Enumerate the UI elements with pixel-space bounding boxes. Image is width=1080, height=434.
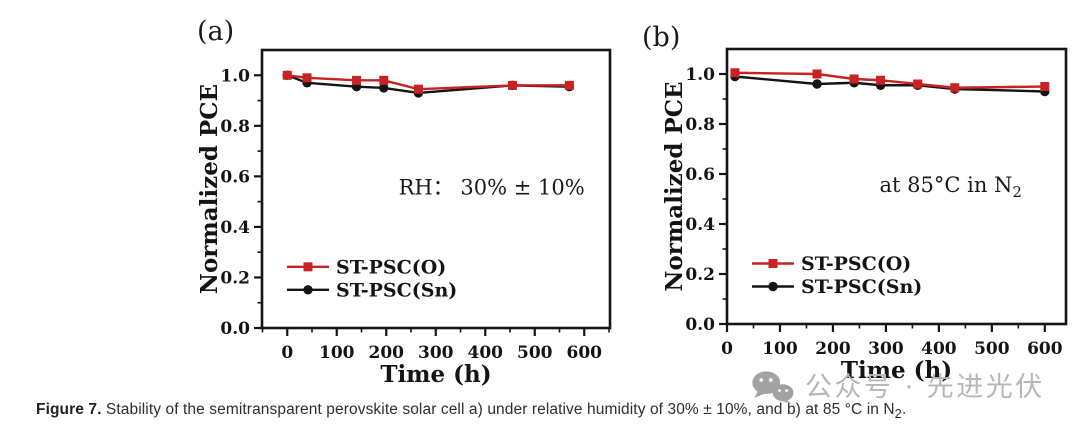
series-ST-PSC(Sn) bbox=[282, 70, 575, 98]
series-ST-PSC(O) bbox=[282, 70, 574, 94]
x-tick-label: 200 bbox=[815, 339, 851, 359]
x-tick-label: 0 bbox=[721, 339, 733, 359]
square-marker bbox=[413, 84, 423, 94]
caption-text: Stability of the semitransparent perovsk… bbox=[101, 401, 895, 418]
chart-panel-b: (b) 0 100 200 300 400 500 600 0.0 0.2 0.4 0.6 0.8 1.… bbox=[630, 8, 1080, 390]
x-tick-label: 400 bbox=[468, 343, 504, 363]
y-tick-label: 0.6 bbox=[685, 165, 715, 185]
y-axis-ticks: 0.0 0.2 0.4 0.6 0.8 1.0 bbox=[220, 66, 262, 339]
caption-period: . bbox=[901, 401, 907, 418]
series-line bbox=[734, 75, 1045, 93]
y-tick-label: 0.4 bbox=[685, 215, 715, 235]
square-marker bbox=[876, 75, 886, 85]
square-marker bbox=[282, 70, 292, 80]
series-ST-PSC(Sn) bbox=[730, 71, 1050, 97]
y-tick-label: 0.6 bbox=[220, 167, 250, 187]
square-marker bbox=[950, 83, 960, 93]
watermark: 公众号 · 先进光伏 bbox=[748, 369, 1045, 405]
circle-marker bbox=[812, 79, 822, 89]
square-marker bbox=[564, 80, 574, 90]
legend-label: ST-PSC(Sn) bbox=[801, 276, 922, 298]
plot-frame bbox=[725, 47, 1068, 326]
condition-annotation: at 85°C in N2 bbox=[880, 173, 1022, 201]
y-axis-title: Normalized PCE bbox=[661, 81, 688, 291]
square-marker bbox=[1040, 82, 1050, 91]
y-tick-label: 0.8 bbox=[685, 115, 715, 135]
square-marker bbox=[730, 68, 740, 78]
y-tick-label: 0.2 bbox=[220, 268, 250, 288]
y-tick-label: 0.4 bbox=[220, 218, 250, 238]
x-tick-label: 300 bbox=[418, 343, 454, 363]
y-tick-label: 0.2 bbox=[685, 265, 715, 285]
chart-a-svg: 0 100 200 300 400 500 600 0.0 0.2 0.4 0.6 0.8 1.0 ST-… bbox=[196, 48, 612, 388]
y-tick-label: 0.0 bbox=[685, 315, 715, 335]
x-tick-label: 0 bbox=[281, 343, 293, 363]
legend-label: ST-PSC(Sn) bbox=[336, 279, 457, 301]
legend-label: ST-PSC(O) bbox=[336, 256, 446, 278]
x-tick-label: 200 bbox=[369, 343, 405, 363]
condition-annotation: RH： 30% ± 10% bbox=[399, 176, 585, 200]
legend: ST-PSC(O)ST-PSC(Sn) bbox=[287, 256, 457, 301]
caption-subscript: 2 bbox=[894, 406, 902, 422]
x-axis-title: Time (h) bbox=[380, 361, 491, 388]
square-marker bbox=[352, 75, 362, 85]
legend-label: ST-PSC(O) bbox=[801, 253, 911, 275]
x-tick-label: 100 bbox=[762, 339, 798, 359]
wechat-icon bbox=[752, 371, 794, 405]
series-ST-PSC(O) bbox=[730, 68, 1050, 93]
chart-panel-a: (a) 0 100 200 300 400 500 600 0.0 0.2 0.4 0.6 0.8 1.… bbox=[180, 8, 630, 390]
square-marker bbox=[849, 74, 859, 84]
square-marker bbox=[302, 73, 312, 83]
square-marker bbox=[507, 80, 517, 90]
legend: ST-PSC(O)ST-PSC(Sn) bbox=[752, 253, 922, 298]
x-tick-label: 400 bbox=[921, 339, 957, 359]
x-tick-label: 300 bbox=[868, 339, 904, 359]
y-axis-ticks: 0.0 0.2 0.4 0.6 0.8 1.0 bbox=[685, 65, 727, 335]
panel-label-b: (b) bbox=[642, 22, 681, 53]
x-tick-label: 500 bbox=[974, 339, 1010, 359]
circle-marker bbox=[379, 83, 389, 93]
caption-label: Figure 7. bbox=[36, 401, 102, 418]
x-axis-title: Time (h) bbox=[841, 357, 952, 384]
panel-label-a: (a) bbox=[197, 16, 235, 47]
x-axis-ticks: 0 100 200 300 400 500 600 bbox=[261, 328, 610, 363]
y-tick-label: 0.8 bbox=[220, 117, 250, 137]
y-tick-label: 0.0 bbox=[220, 319, 250, 339]
square-marker bbox=[913, 79, 923, 89]
series-line bbox=[287, 74, 570, 91]
x-axis-ticks: 0 100 200 300 400 500 600 bbox=[721, 324, 1063, 359]
y-axis-title: Normalized PCE bbox=[196, 84, 223, 294]
legend-circle-marker bbox=[768, 281, 778, 292]
x-tick-label: 100 bbox=[319, 343, 355, 363]
chart-b-svg: 0 100 200 300 400 500 600 0.0 0.2 0.4 0.6 0.8 1.0 ST-… bbox=[661, 47, 1068, 384]
watermark-text: 公众号 · 先进光伏 bbox=[805, 371, 1045, 403]
x-tick-label: 600 bbox=[1027, 339, 1063, 359]
figure-caption: Figure 7. Stability of the semitranspare… bbox=[36, 401, 1066, 421]
square-marker bbox=[812, 69, 822, 79]
legend-square-marker bbox=[768, 259, 778, 268]
y-tick-label: 1.0 bbox=[220, 66, 250, 86]
x-tick-label: 500 bbox=[517, 343, 553, 363]
legend-circle-marker bbox=[303, 285, 313, 295]
square-marker bbox=[379, 75, 389, 85]
y-tick-label: 1.0 bbox=[685, 65, 715, 85]
x-tick-label: 600 bbox=[567, 343, 603, 363]
legend-square-marker bbox=[303, 262, 313, 272]
